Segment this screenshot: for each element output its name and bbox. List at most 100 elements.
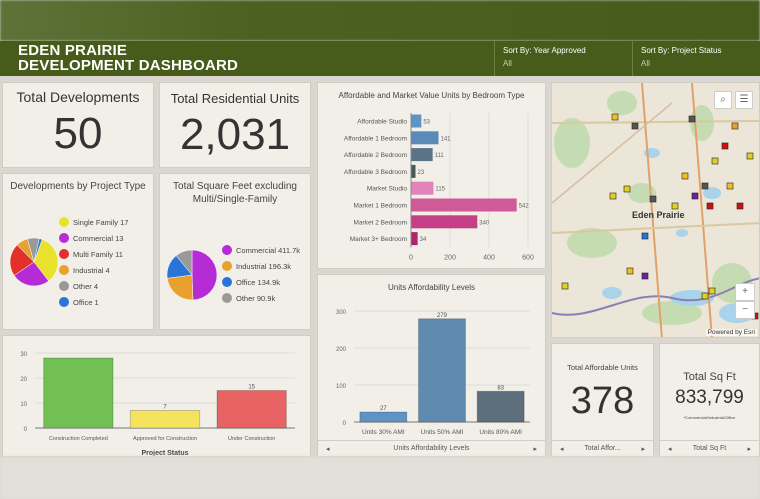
map-marker[interactable] bbox=[688, 115, 696, 123]
pie-slice-commercial[interactable] bbox=[191, 249, 218, 301]
map-marker[interactable] bbox=[711, 157, 719, 165]
y-tick-label: Market Studio bbox=[367, 186, 407, 193]
legend-item[interactable]: Industrial 196.3k bbox=[222, 258, 300, 274]
legend-item[interactable]: Other 4 bbox=[59, 278, 128, 294]
legend-item[interactable]: Office 1 bbox=[59, 294, 128, 310]
bar[interactable] bbox=[411, 114, 422, 128]
map-marker[interactable] bbox=[708, 287, 716, 295]
legend-label: Single Family 17 bbox=[73, 217, 129, 227]
y-tick-label: 10 bbox=[20, 402, 27, 408]
next-arrow-icon[interactable]: ▸ bbox=[641, 445, 645, 453]
map-marker[interactable] bbox=[736, 202, 744, 210]
map-marker[interactable] bbox=[721, 142, 729, 150]
prev-arrow-icon[interactable]: ◂ bbox=[668, 445, 672, 453]
map-marker[interactable] bbox=[631, 122, 639, 130]
legend-swatch bbox=[222, 277, 232, 287]
map-marker[interactable] bbox=[561, 282, 569, 290]
map-marker[interactable] bbox=[701, 292, 709, 300]
project-status-chart: 0 10 20 30 Construction Completed 7 Approved f… bbox=[20, 352, 295, 457]
bar[interactable] bbox=[411, 148, 433, 162]
map-marker[interactable] bbox=[706, 202, 714, 210]
bar[interactable] bbox=[411, 164, 416, 178]
prev-arrow-icon[interactable]: ◂ bbox=[326, 445, 330, 453]
legend-item[interactable]: Industrial 4 bbox=[59, 262, 128, 278]
next-arrow-icon[interactable]: ▸ bbox=[533, 445, 537, 453]
pie-slice-other[interactable] bbox=[175, 249, 193, 276]
bar[interactable] bbox=[129, 410, 201, 429]
pie-slice-office[interactable] bbox=[33, 238, 43, 263]
map-marker[interactable] bbox=[726, 182, 734, 190]
x-tick-label: 400 bbox=[483, 254, 495, 261]
map-marker[interactable] bbox=[623, 185, 631, 193]
legend-item[interactable]: Multi Family 11 bbox=[59, 246, 128, 262]
map-marker[interactable] bbox=[641, 232, 649, 240]
map-canvas[interactable]: Eden Prairie bbox=[552, 83, 760, 338]
data-label: 34 bbox=[420, 237, 427, 243]
bar[interactable] bbox=[476, 390, 525, 423]
x-tick-label: 200 bbox=[444, 254, 456, 261]
pie-slice-multi-family[interactable] bbox=[9, 244, 35, 276]
map-marker[interactable] bbox=[731, 122, 739, 130]
legend-item[interactable]: Single Family 17 bbox=[59, 214, 128, 230]
map-marker[interactable] bbox=[701, 182, 709, 190]
bar[interactable] bbox=[216, 390, 287, 429]
map-marker[interactable] bbox=[691, 192, 699, 200]
bar[interactable] bbox=[411, 215, 478, 229]
y-tick-label: Market 1 Bedroom bbox=[354, 203, 407, 210]
bar[interactable] bbox=[411, 181, 434, 195]
bar[interactable] bbox=[43, 357, 114, 429]
total-residential-panel: Total Residential Units 2,031 bbox=[159, 82, 311, 168]
legend-swatch bbox=[59, 249, 69, 259]
x-tick-label: Units 80% AMI bbox=[479, 429, 522, 436]
x-tick-label: Units 50% AMI bbox=[421, 429, 464, 436]
map-list-icon[interactable]: ☰ bbox=[735, 91, 753, 109]
map-panel[interactable]: Eden Prairie ⌕ ☰ + − Powered by Esri bbox=[551, 82, 760, 338]
legend-item[interactable]: Other 90.9k bbox=[222, 290, 300, 306]
legend-label: Industrial 196.3k bbox=[236, 261, 292, 271]
map-marker[interactable] bbox=[641, 272, 649, 280]
pie-slice-single-family[interactable] bbox=[33, 239, 59, 282]
y-tick-label: Affordable Studio bbox=[357, 119, 407, 126]
prev-arrow-icon[interactable]: ◂ bbox=[560, 445, 564, 453]
map-marker[interactable] bbox=[626, 267, 634, 275]
next-arrow-icon[interactable]: ▸ bbox=[747, 445, 751, 453]
map-search-icon[interactable]: ⌕ bbox=[714, 91, 732, 109]
legend-swatch bbox=[59, 281, 69, 291]
bar[interactable] bbox=[418, 318, 466, 423]
filter-project-status[interactable]: Sort By: Project Status All bbox=[632, 41, 760, 76]
map-marker[interactable] bbox=[609, 192, 617, 200]
legend-item[interactable]: Office 134.9k bbox=[222, 274, 300, 290]
legend-swatch bbox=[59, 265, 69, 275]
legend-label: Office 1 bbox=[73, 297, 99, 307]
zoom-out-button[interactable]: − bbox=[735, 301, 755, 319]
pie-slice-industrial[interactable] bbox=[166, 274, 194, 301]
map-marker[interactable] bbox=[649, 195, 657, 203]
map-marker[interactable] bbox=[611, 113, 619, 121]
legend-swatch bbox=[222, 293, 232, 303]
x-tick-label: 600 bbox=[522, 254, 534, 261]
bar[interactable] bbox=[411, 198, 517, 212]
legend-item[interactable]: Commercial 13 bbox=[59, 230, 128, 246]
data-label: 53 bbox=[423, 120, 430, 126]
map-marker[interactable] bbox=[681, 172, 689, 180]
total-affordable-panel: Total Affordable Units 378 ◂ Total Affor.… bbox=[551, 343, 654, 457]
bar[interactable] bbox=[411, 232, 418, 246]
map-marker[interactable] bbox=[671, 202, 679, 210]
total-developments-panel: Total Developments 50 bbox=[2, 82, 154, 168]
browser-chrome-blur bbox=[0, 0, 760, 41]
y-tick-label: Affordable 2 Bedroom bbox=[344, 152, 407, 159]
data-label: 141 bbox=[440, 136, 451, 142]
bar[interactable] bbox=[359, 411, 408, 423]
bar[interactable] bbox=[411, 131, 439, 145]
y-tick-label: 20 bbox=[20, 377, 27, 383]
y-tick-label: 100 bbox=[336, 384, 347, 390]
project-status-panel: 0 10 20 30 Construction Completed 7 Approved f… bbox=[2, 335, 311, 457]
map-marker[interactable] bbox=[746, 152, 754, 160]
map-city-label: Eden Prairie bbox=[632, 210, 685, 220]
data-label: 83 bbox=[497, 385, 504, 391]
legend-item[interactable]: Commercial 411.7k bbox=[222, 242, 300, 258]
zoom-in-button[interactable]: + bbox=[735, 283, 755, 301]
pie-slice-commercial[interactable] bbox=[13, 261, 49, 287]
filter-year-approved[interactable]: Sort By: Year Approved All bbox=[494, 41, 632, 76]
y-tick-label: Affordable 1 Bedroom bbox=[344, 135, 407, 142]
